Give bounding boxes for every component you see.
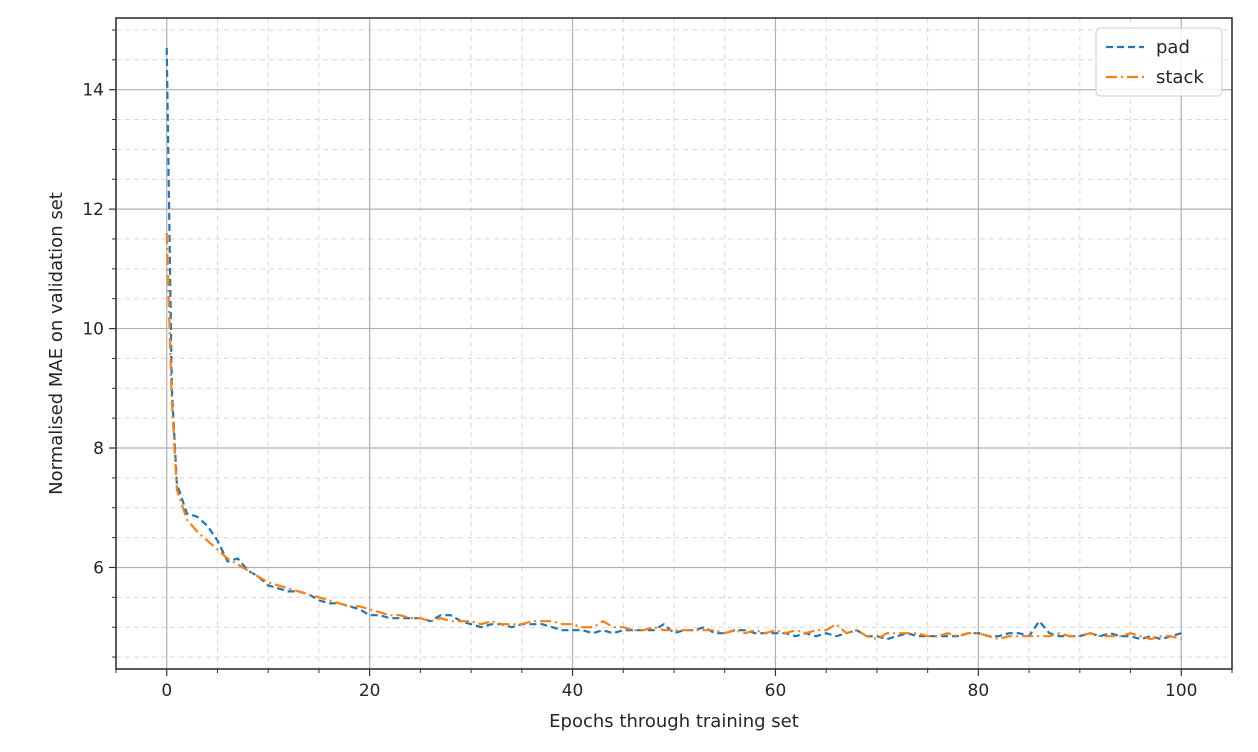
y-tick-label: 10 <box>82 320 104 340</box>
x-tick-label: 60 <box>765 681 787 701</box>
y-axis-label: Normalised MAE on validation set <box>46 192 67 495</box>
major-grid <box>116 18 1232 669</box>
legend: pad stack <box>1095 27 1223 97</box>
minor-grid <box>115 18 1233 669</box>
y-tick-label: 8 <box>93 439 104 459</box>
x-tick-label: 80 <box>968 681 990 701</box>
axis-ticks: 0 20 40 60 80 100 6 8 10 12 14 <box>82 29 1233 701</box>
x-axis-label: Epochs through training set <box>549 711 799 732</box>
y-tick-label: 14 <box>82 81 104 101</box>
x-tick-label: 20 <box>359 681 381 701</box>
series-line-pad <box>165 47 1182 641</box>
legend-label-pad: pad <box>1156 37 1190 58</box>
series-line-stack <box>165 232 1182 641</box>
y-tick-label: 6 <box>93 558 104 578</box>
legend-box <box>1095 27 1223 97</box>
y-tick-label: 12 <box>82 200 104 220</box>
legend-label-stack: stack <box>1156 67 1204 88</box>
x-tick-label: 100 <box>1165 681 1197 701</box>
x-tick-label: 40 <box>562 681 584 701</box>
series-layer <box>165 47 1182 641</box>
x-tick-label: 0 <box>161 681 172 701</box>
